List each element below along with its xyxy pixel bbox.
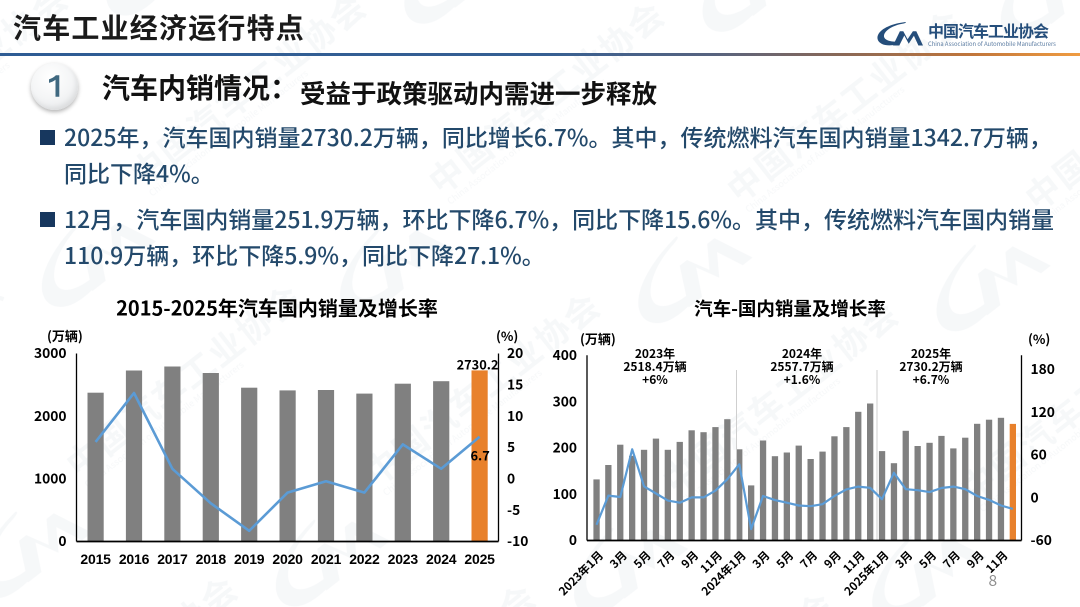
svg-text:100: 100 (553, 483, 577, 503)
svg-text:300: 300 (553, 390, 577, 410)
svg-text:0: 0 (1031, 487, 1039, 507)
svg-text:2024年: 2024年 (782, 345, 822, 362)
svg-text:10: 10 (507, 405, 523, 425)
svg-text:3000: 3000 (34, 342, 67, 362)
svg-text:120: 120 (1031, 401, 1055, 421)
svg-text:2518.4万辆: 2518.4万辆 (623, 358, 686, 375)
svg-text:(%): (%) (496, 326, 518, 345)
svg-text:2021: 2021 (311, 551, 342, 567)
svg-text:中国汽车工业协会: 中国汽车工业协会 (928, 18, 1049, 42)
svg-text:5: 5 (507, 436, 515, 456)
svg-text:3月: 3月 (892, 548, 916, 572)
svg-text:0: 0 (569, 529, 577, 549)
svg-text:+6.7%: +6.7% (913, 371, 950, 388)
svg-text:China Association of Automobil: China Association of Automobile Manufact… (928, 39, 1056, 48)
svg-text:(万辆): (万辆) (580, 329, 616, 348)
svg-text:+1.6%: +1.6% (784, 371, 821, 388)
svg-text:5月: 5月 (773, 548, 797, 572)
svg-text:20: 20 (507, 342, 523, 362)
svg-text:1000: 1000 (34, 468, 67, 488)
svg-text:+6%: +6% (642, 371, 668, 388)
svg-text:-60: -60 (1031, 529, 1052, 549)
svg-text:3月: 3月 (606, 548, 630, 572)
svg-text:8: 8 (989, 569, 998, 591)
svg-text:2025: 2025 (464, 551, 495, 567)
svg-text:(%): (%) (1028, 329, 1050, 348)
svg-text:2000: 2000 (34, 405, 67, 425)
svg-text:2020: 2020 (272, 551, 303, 567)
svg-text:-10: -10 (507, 530, 528, 550)
svg-text:2016: 2016 (119, 551, 150, 567)
svg-text:2557.7万辆: 2557.7万辆 (770, 358, 833, 375)
svg-text:0: 0 (507, 468, 515, 488)
svg-text:7月: 7月 (654, 548, 678, 572)
svg-text:400: 400 (553, 344, 577, 364)
svg-text:2019: 2019 (234, 551, 265, 567)
svg-text:15: 15 (507, 374, 523, 394)
svg-text:60: 60 (1031, 444, 1047, 464)
svg-text:6.7: 6.7 (471, 446, 490, 465)
svg-text:2018: 2018 (196, 551, 227, 567)
svg-text:2015: 2015 (80, 551, 111, 567)
svg-text:2015-2025年汽车国内销量及增长率: 2015-2025年汽车国内销量及增长率 (116, 293, 438, 322)
svg-text:2017: 2017 (157, 551, 188, 567)
svg-text:2022: 2022 (349, 551, 380, 567)
svg-text:5月: 5月 (630, 548, 654, 572)
svg-text:2025年: 2025年 (911, 345, 951, 362)
svg-text:5月: 5月 (916, 548, 940, 572)
svg-text:2023年1月: 2023年1月 (555, 548, 607, 600)
svg-text:7月: 7月 (939, 548, 963, 572)
svg-text:2024: 2024 (426, 551, 457, 567)
svg-text:7月: 7月 (797, 548, 821, 572)
svg-text:2023: 2023 (388, 551, 419, 567)
svg-text:(万辆): (万辆) (47, 326, 83, 345)
svg-text:3月: 3月 (749, 548, 773, 572)
svg-text:180: 180 (1031, 358, 1055, 378)
svg-text:2730.2万辆: 2730.2万辆 (899, 358, 962, 375)
svg-text:0: 0 (58, 530, 66, 550)
svg-text:200: 200 (553, 437, 577, 457)
svg-text:汽车-国内销量及增长率: 汽车-国内销量及增长率 (694, 296, 886, 322)
svg-text:2023年: 2023年 (635, 345, 675, 362)
svg-text:-5: -5 (507, 499, 520, 519)
svg-text:2730.2: 2730.2 (457, 355, 499, 374)
